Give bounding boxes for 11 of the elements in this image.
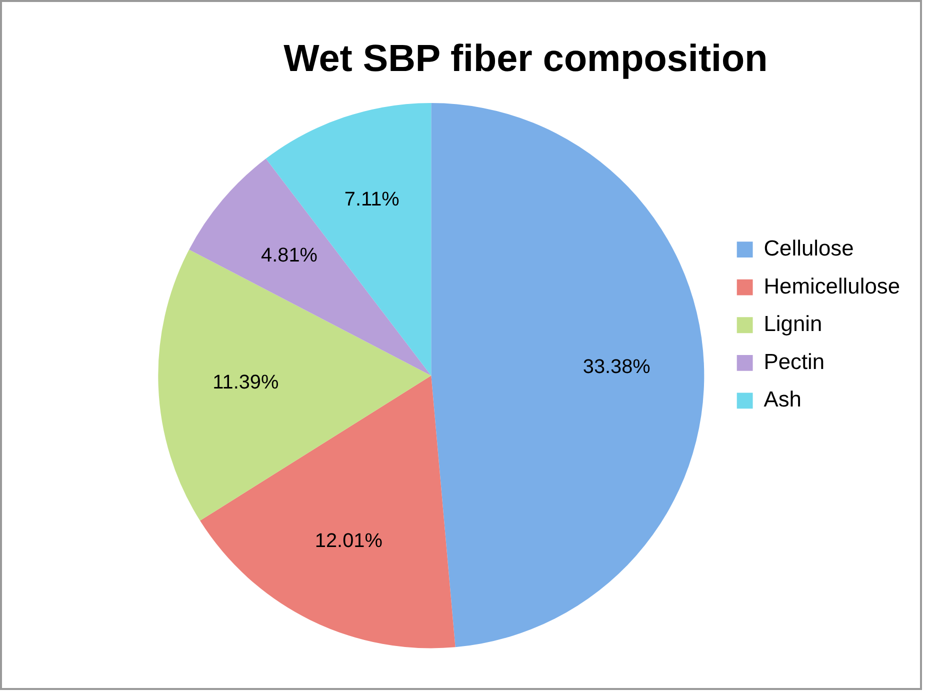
data-label: 11.39% [212, 372, 279, 394]
legend-label: Ash [764, 386, 802, 412]
data-label: 12.01% [314, 530, 382, 552]
data-label: 7.11% [344, 188, 400, 210]
legend-label: Lignin [764, 311, 822, 336]
legend-label: Cellulose [764, 236, 854, 261]
data-label: 33.38% [582, 356, 650, 378]
chart-title: Wet SBP fiber composition [284, 38, 768, 80]
data-label: 4.81% [261, 244, 318, 267]
legend-label: Pectin [764, 348, 825, 374]
legend-label: Hemicellulose [764, 273, 900, 298]
